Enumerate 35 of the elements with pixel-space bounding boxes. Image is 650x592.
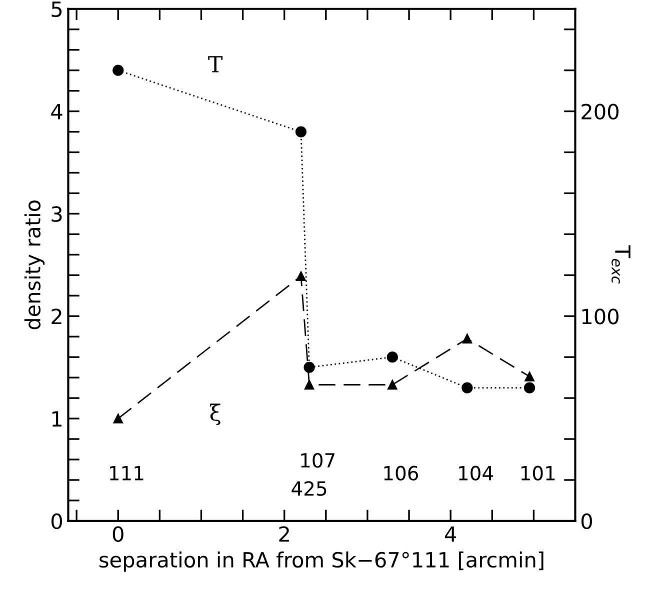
- y-tick-label: 0: [52, 513, 62, 530]
- point: [388, 380, 398, 390]
- point: [113, 414, 123, 424]
- y-tick-label: 1: [52, 411, 62, 426]
- y-tick-label: 3: [52, 206, 62, 222]
- y-tick-label: 5: [52, 2, 62, 18]
- annotation: 104: [459, 466, 493, 481]
- point: [462, 334, 472, 344]
- point: [295, 126, 307, 138]
- x-tick-label: 4: [444, 526, 456, 542]
- y-tick-label: 2: [52, 308, 62, 324]
- point: [386, 352, 398, 363]
- x-axis-title: separation in RA from Sk−67°111 [arcmin]: [100, 552, 544, 572]
- annotation: 107: [301, 453, 334, 468]
- point: [304, 362, 315, 373]
- annotation: 425: [292, 481, 326, 496]
- y2-axis-title: T$_{exc}$: [612, 245, 630, 284]
- point: [462, 382, 473, 394]
- y-axis-title: density ratio: [24, 200, 45, 330]
- annotation: 101: [521, 466, 555, 481]
- point: [296, 271, 306, 282]
- point: [524, 372, 534, 382]
- point: [524, 382, 536, 394]
- y2-tick-label: 0: [581, 513, 592, 530]
- y-tick-label: 4: [51, 104, 62, 120]
- x-tick-label: 2: [279, 526, 289, 542]
- annotation: 106: [384, 466, 418, 481]
- x-tick-label: 0: [112, 526, 124, 542]
- y2-tick-label: 200: [582, 104, 618, 120]
- series-label: T: [208, 56, 223, 72]
- text: ξ: [210, 404, 220, 426]
- point: [112, 64, 124, 76]
- point: [304, 380, 314, 390]
- y2-tick-label: 100: [582, 308, 618, 324]
- annotation: 111: [110, 466, 144, 480]
